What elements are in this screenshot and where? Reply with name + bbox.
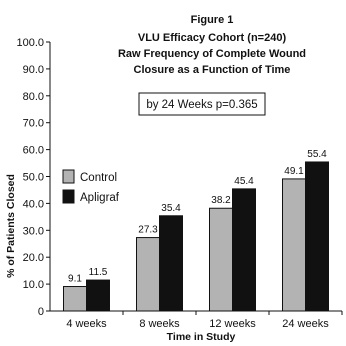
bar-apligraf: [232, 188, 256, 312]
x-category-label: 12 weeks: [209, 318, 256, 330]
bar-control: [282, 178, 306, 312]
x-axis: 4 weeks 8 weeks 12 weeks 24 weeks: [50, 310, 343, 330]
legend-label-control: Control: [80, 172, 117, 184]
bar-data-label: 38.2: [211, 195, 231, 206]
x-category-label: 8 weeks: [139, 318, 180, 330]
bar-data-label: 45.4: [234, 176, 254, 187]
y-axis-title: % of Patients Closed: [5, 174, 17, 278]
bar-data-label: 27.3: [138, 225, 158, 236]
bar-apligraf: [159, 215, 183, 312]
bar-data-label: 9.1: [68, 274, 82, 285]
y-tick-label: 100.0: [16, 37, 44, 49]
chart-title-line-2: Raw Frequency of Complete Wound: [118, 48, 306, 60]
y-tick-label: 60.0: [23, 145, 44, 157]
y-tick-label: 80.0: [23, 91, 44, 103]
annotation-box: [138, 92, 266, 116]
y-tick-label: 20.0: [23, 252, 44, 264]
legend-swatch-control: [62, 169, 75, 184]
bar-control: [209, 207, 233, 312]
y-axis: 0 10.0 20.0 30.0 40.0 50.0 60.0 70.0 80.0 90.0 100…: [16, 37, 51, 318]
chart-title-line-1: VLU Efficacy Cohort (n=240): [138, 32, 287, 44]
chart-title-line-3: Closure as a Function of Time: [134, 64, 291, 76]
y-tick-label: 90.0: [23, 64, 44, 76]
y-tick-label: 70.0: [23, 118, 44, 130]
annotation-text: by 24 Weeks p=0.365: [146, 99, 257, 111]
bar-data-label: 55.4: [307, 149, 327, 160]
y-tick-label: 40.0: [23, 198, 44, 210]
legend-label-apligraf: Apligraf: [80, 192, 120, 204]
bar-apligraf: [86, 279, 110, 312]
legend-swatch-apligraf: [62, 189, 75, 204]
bar-control: [136, 237, 160, 312]
y-tick-label: 0: [38, 306, 44, 318]
y-tick-label: 50.0: [23, 172, 44, 184]
bar-data-label: 35.4: [161, 203, 181, 214]
legend: Control Apligraf: [62, 169, 120, 204]
bar-data-label: 49.1: [284, 166, 304, 177]
y-tick-label: 10.0: [23, 279, 44, 291]
figure-label: Figure 1: [191, 14, 234, 26]
x-category-label: 4 weeks: [66, 318, 107, 330]
y-tick-label: 30.0: [23, 225, 44, 237]
x-category-label: 24 weeks: [282, 318, 329, 330]
bar-control: [63, 286, 87, 312]
x-axis-title: Time in Study: [167, 331, 236, 343]
bar-apligraf: [305, 161, 329, 312]
bar-data-label: 11.5: [89, 267, 108, 278]
